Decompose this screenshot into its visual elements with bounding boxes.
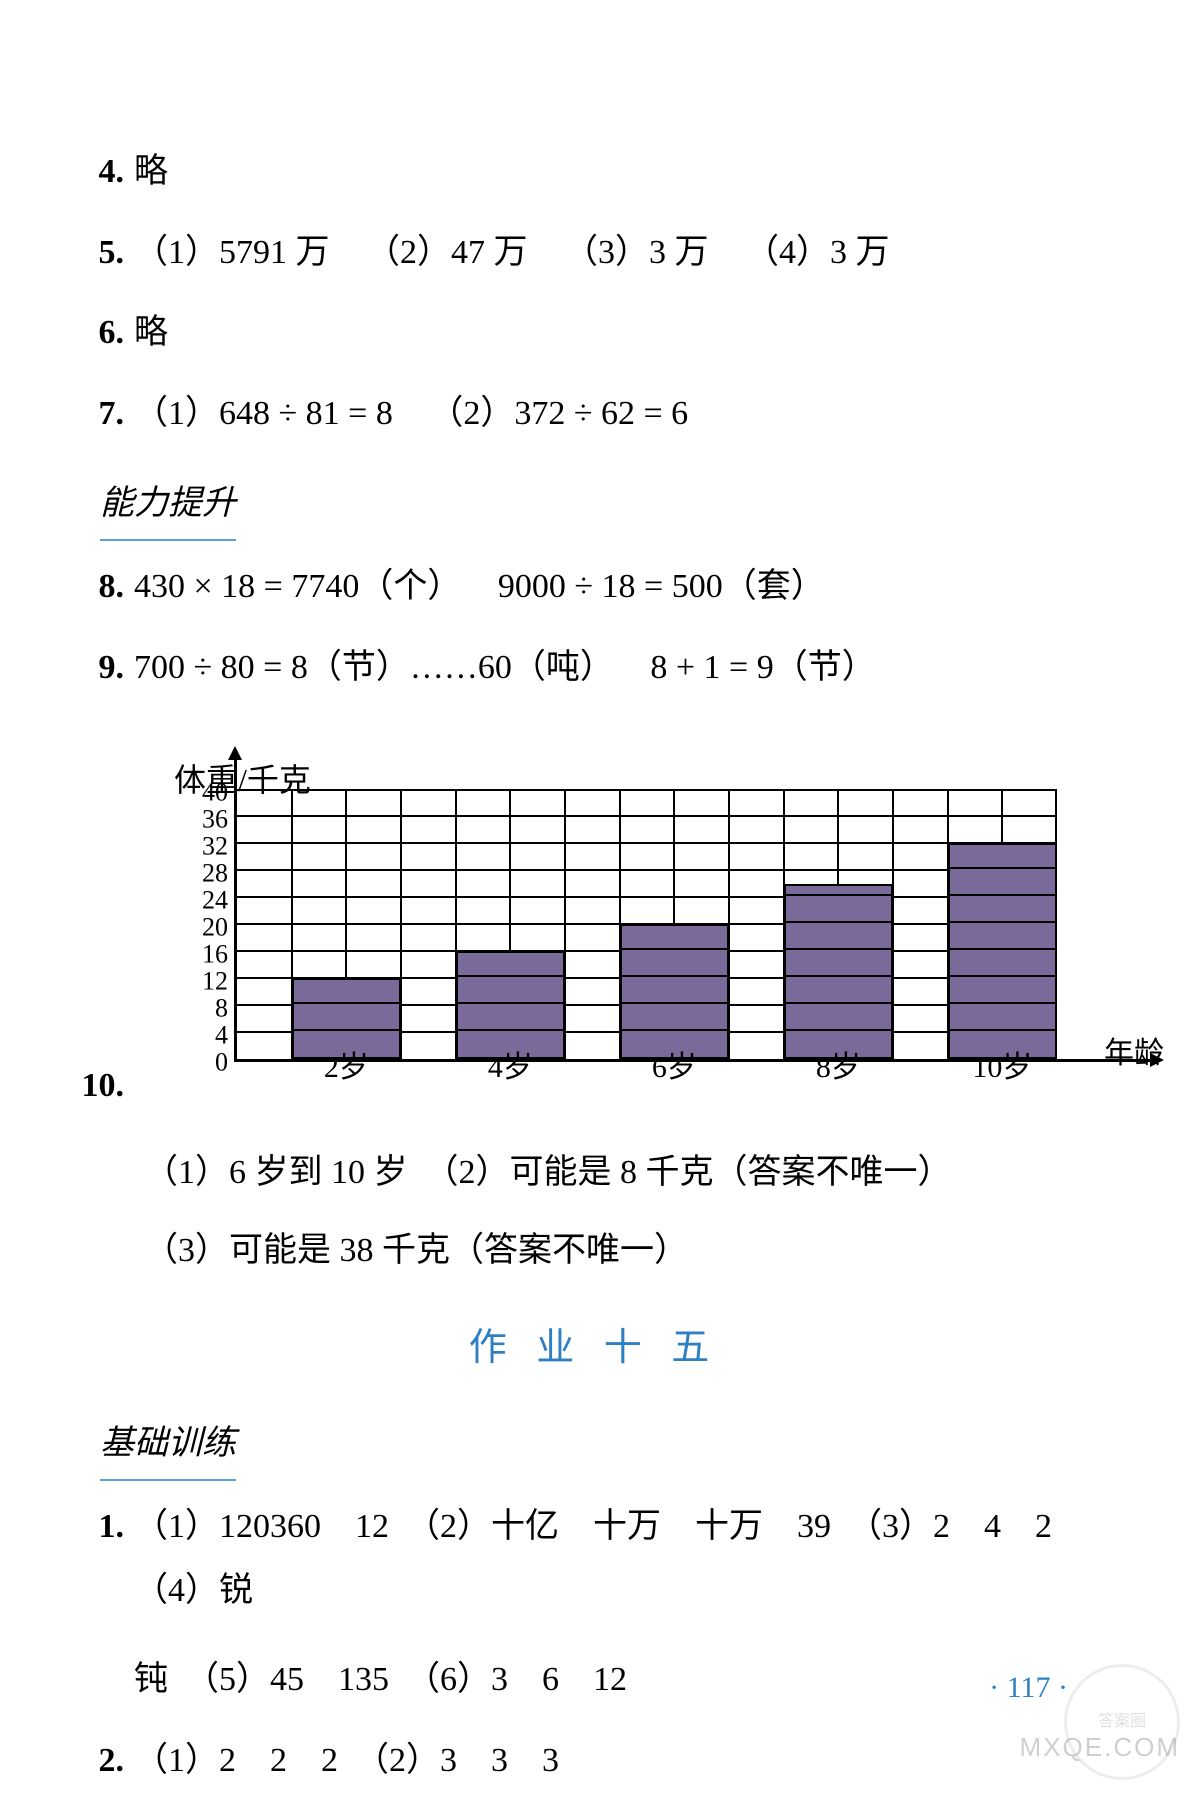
x-tick-label: 4岁 <box>488 1039 533 1096</box>
grid-hline <box>237 869 1055 871</box>
q9-p1: 700 ÷ 80 = 8（节）……60（吨） <box>134 649 614 686</box>
q10-answer-1: （1）6 岁到 10 岁 （2）可能是 8 千克（答案不唯一） <box>60 1141 1128 1206</box>
x-tick-label: 10岁 <box>972 1039 1032 1096</box>
watermark-text: MXQE.COM <box>1020 1723 1180 1772</box>
question-7: 7. （1）648 ÷ 81 = 8 （2）372 ÷ 62 = 6 <box>60 382 1128 447</box>
question-9: 9. 700 ÷ 80 = 8（节）……60（吨） 8 + 1 = 9（节） <box>60 636 1128 701</box>
qnum-10: 10. <box>60 1054 134 1119</box>
bbody-2: （1）2 2 2 （2）3 3 3 <box>134 1729 1128 1793</box>
chart-bar <box>784 884 893 1060</box>
question-6: 6. 略 <box>60 301 1128 366</box>
qbody-6: 略 <box>134 301 1128 366</box>
chart-wrap: 体重/千克 04812162024283236402岁4岁6岁8岁10岁 年龄 <box>134 756 1174 1096</box>
page-number: · 117 · <box>989 1659 1068 1716</box>
chart-bar <box>948 843 1057 1059</box>
qnum-8: 8. <box>60 555 134 620</box>
qnum-4: 4. <box>60 140 134 205</box>
section-basic: 基础训练 <box>100 1412 236 1481</box>
grid-hline <box>237 896 1055 898</box>
question-4: 4. 略 <box>60 140 1128 205</box>
grid-hline <box>237 842 1055 844</box>
x-tick-label: 2岁 <box>324 1039 369 1096</box>
grid-hline <box>237 815 1055 817</box>
q9-p2: 8 + 1 = 9（节） <box>650 649 875 686</box>
q7-p1: （1）648 ÷ 81 = 8 <box>134 395 393 432</box>
bnum-1: 1. <box>60 1495 134 1560</box>
page-root: 4. 略 5. （1）5791 万 （2）47 万 （3）3 万 （4）3 万 … <box>0 0 1198 1792</box>
qnum-7: 7. <box>60 382 134 447</box>
bar-chart: 04812162024283236402岁4岁6岁8岁10岁 <box>174 756 1174 1096</box>
question-10: 10. 体重/千克 04812162024283236402岁4岁6岁8岁10岁… <box>60 716 1128 1119</box>
basic-2: 2. （1）2 2 2 （2）3 3 3 <box>60 1729 1128 1793</box>
x-tick-label: 8岁 <box>816 1039 861 1096</box>
qbody-9: 700 ÷ 80 = 8（节）……60（吨） 8 + 1 = 9（节） <box>134 636 1128 701</box>
qnum-5: 5. <box>60 221 134 286</box>
question-5: 5. （1）5791 万 （2）47 万 （3）3 万 （4）3 万 <box>60 221 1128 286</box>
b1-line2: 钝 （5）45 135 （6）3 6 12 <box>134 1648 1128 1713</box>
q5-p1: （1）5791 万 <box>134 234 330 271</box>
y-tick-label: 40 <box>178 767 228 816</box>
bbody-1: （1）120360 12 （2）十亿 十万 十万 39 （3）2 4 2 （4）… <box>134 1495 1128 1713</box>
q5-p2: （2）47 万 <box>366 234 528 271</box>
section-ability: 能力提升 <box>100 472 236 541</box>
q5-p4: （4）3 万 <box>745 234 890 271</box>
b1-line1: （1）120360 12 （2）十亿 十万 十万 39 （3）2 4 2 （4）… <box>134 1495 1128 1624</box>
qnum-6: 6. <box>60 301 134 366</box>
q5-p3: （3）3 万 <box>564 234 709 271</box>
chart-xlabel: 年龄 <box>1104 1025 1164 1082</box>
x-tick-label: 6岁 <box>652 1039 697 1096</box>
qnum-9: 9. <box>60 636 134 701</box>
question-8: 8. 430 × 18 = 7740（个） 9000 ÷ 18 = 500（套） <box>60 555 1128 620</box>
q7-p2: （2）372 ÷ 62 = 6 <box>429 395 688 432</box>
qbody-5: （1）5791 万 （2）47 万 （3）3 万 （4）3 万 <box>134 221 1128 286</box>
q8-p1: 430 × 18 = 7740（个） <box>134 568 461 605</box>
q10-answer-2: （3）可能是 38 千克（答案不唯一） <box>60 1219 1128 1284</box>
q8-p2: 9000 ÷ 18 = 500（套） <box>498 568 825 605</box>
basic-1: 1. （1）120360 12 （2）十亿 十万 十万 39 （3）2 4 2 … <box>60 1495 1128 1713</box>
qbody-7: （1）648 ÷ 81 = 8 （2）372 ÷ 62 = 6 <box>134 382 1128 447</box>
qbody-10: 体重/千克 04812162024283236402岁4岁6岁8岁10岁 年龄 <box>134 716 1174 1096</box>
assignment-title: 作 业 十 五 <box>60 1312 1128 1384</box>
qbody-8: 430 × 18 = 7740（个） 9000 ÷ 18 = 500（套） <box>134 555 1128 620</box>
bnum-2: 2. <box>60 1729 134 1793</box>
qbody-4: 略 <box>134 140 1128 205</box>
